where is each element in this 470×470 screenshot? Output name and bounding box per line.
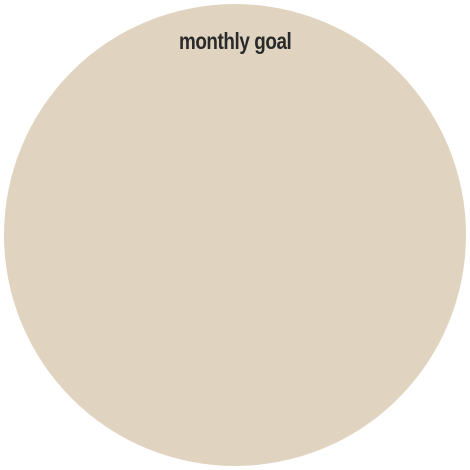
widget-title: monthly goal: [178, 28, 292, 54]
goal-circle: [4, 4, 466, 466]
